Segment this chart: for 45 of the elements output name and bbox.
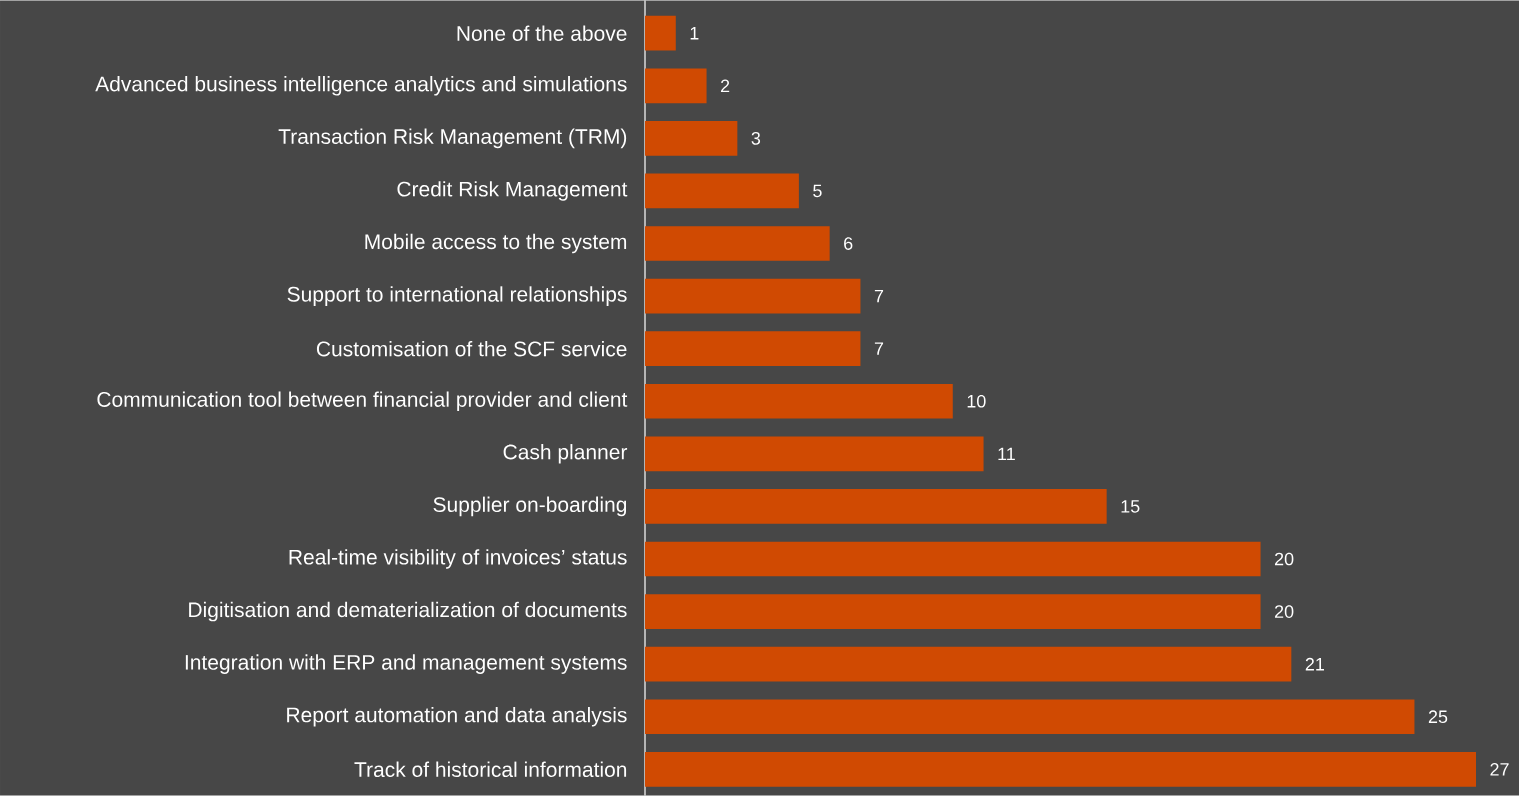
y-tick-label: Cash planner (503, 443, 628, 464)
y-tick-label: Supplier on-boarding (433, 496, 627, 517)
bar (645, 278, 861, 314)
y-tick-label: Transaction Risk Management (TRM) (278, 128, 627, 149)
data-label: 5 (813, 184, 822, 198)
y-tick-label: Digitisation and dematerialization of documents (189, 601, 627, 622)
data-label: 7 (874, 289, 884, 303)
y-tick-label: Report automation and data analysis (287, 706, 627, 727)
bar (645, 173, 799, 209)
bar (645, 15, 676, 51)
bar (645, 68, 707, 104)
bar (645, 594, 1261, 629)
data-label: 2 (720, 79, 730, 92)
y-tick-label: Customisation of the SCF service (316, 340, 627, 357)
data-label: 21 (1305, 657, 1324, 671)
bar (645, 120, 738, 156)
y-tick-label: None of the above (457, 25, 627, 41)
bar (645, 331, 861, 366)
bar (645, 488, 1107, 524)
bar (645, 699, 1415, 734)
data-label: 6 (844, 237, 853, 250)
y-tick-label: Real-time visibility of invoices’ status (289, 549, 627, 569)
data-label: 27 (1490, 762, 1509, 776)
data-label: 15 (1121, 500, 1140, 513)
data-label: 20 (1274, 605, 1294, 618)
data-label: 1 (690, 26, 699, 40)
y-tick-label: Credit Risk Management (397, 181, 628, 201)
data-label: 11 (998, 447, 1015, 460)
bar (645, 383, 953, 419)
y-tick-label: Communication tool between financial provider and client (97, 391, 628, 411)
data-label: 3 (751, 131, 761, 145)
data-label: 25 (1428, 710, 1448, 723)
data-label: 7 (874, 342, 884, 355)
y-tick-label: Advanced business intelligence analytics and simulations (95, 75, 627, 96)
y-tick-label: Integration with ERP and management systems (185, 654, 627, 674)
data-label: 20 (1274, 552, 1294, 566)
y-tick-label: Mobile access to the system (365, 233, 627, 254)
data-label: 10 (967, 394, 986, 408)
bar (645, 226, 830, 261)
y-tick-label: Support to international relationships (287, 286, 627, 306)
bar (645, 541, 1261, 577)
bar (645, 751, 1476, 787)
bar (645, 436, 984, 472)
y-tick-label: Track of historical information (354, 761, 627, 777)
bar (645, 646, 1292, 682)
